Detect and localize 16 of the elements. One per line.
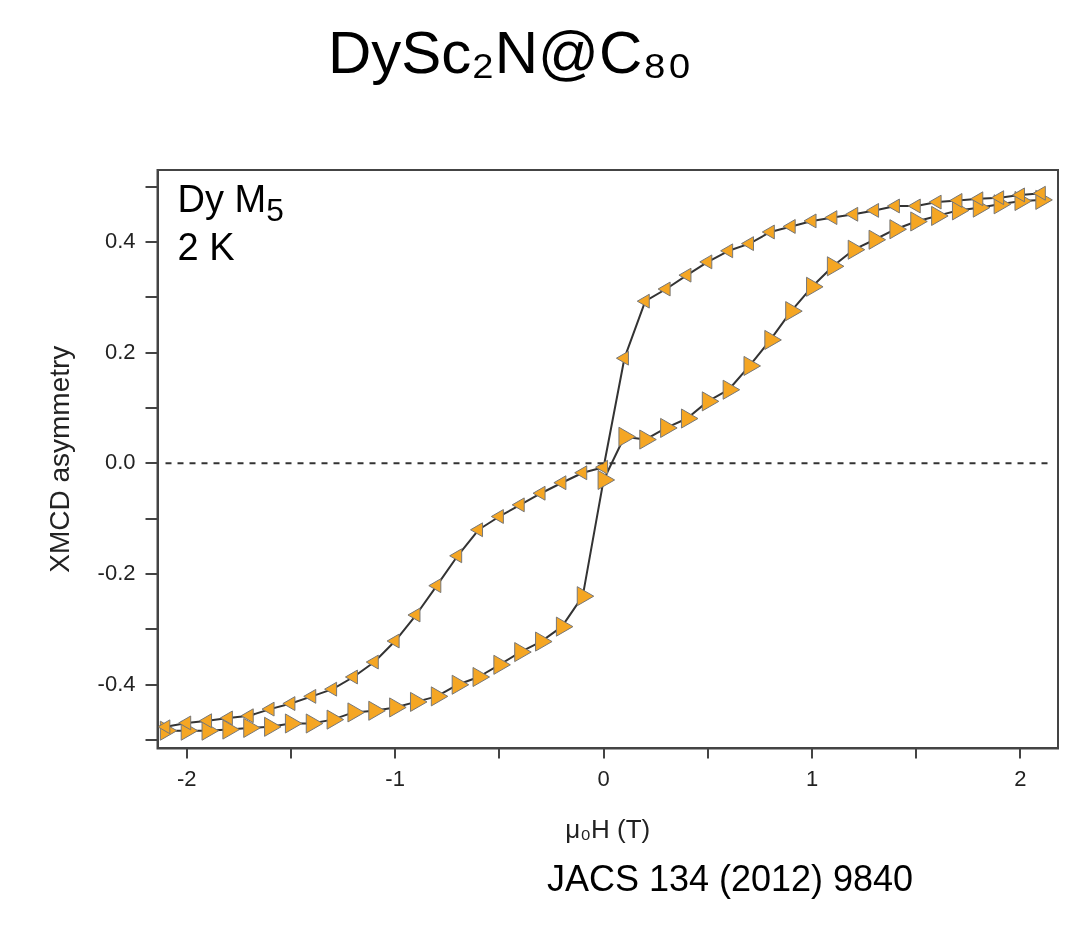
y-tick-label: -0.2 [97, 560, 136, 586]
x-axis-title: μ₀H (T) [565, 813, 651, 844]
x-tick-label: 1 [805, 765, 819, 791]
x-tick-label: 0 [597, 765, 610, 791]
y-axis-title: XMCD asymmetry [43, 345, 75, 573]
x-tick-label: 2 [1014, 765, 1027, 791]
y-tick-label: 0.2 [104, 338, 136, 364]
x-tick-label: -2 [176, 765, 197, 791]
annotation: 2 K [177, 226, 235, 269]
annotation: Dy M$_{5}$ [177, 178, 284, 228]
x-tick-label: -1 [385, 765, 405, 791]
text: JACS 134 (2012) 9840 [545, 858, 915, 900]
y-tick-label: 0.0 [104, 449, 136, 475]
y-tick-label: -0.4 [97, 670, 136, 696]
y-tick-label: 0.4 [104, 228, 136, 254]
chart-title: DySc₂N@C₈₀ [327, 18, 693, 87]
